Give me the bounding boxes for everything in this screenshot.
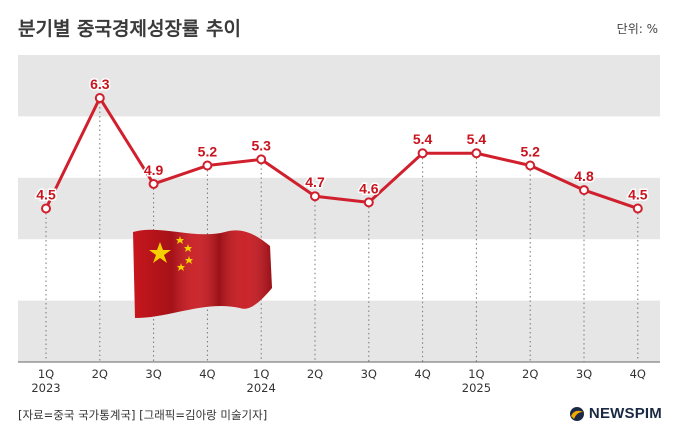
vertical-guides <box>45 97 639 362</box>
data-point <box>94 92 105 103</box>
data-label: 5.3 <box>251 137 271 153</box>
data-point <box>632 203 643 214</box>
x-year-label: 2024 <box>247 381 276 395</box>
x-tick-label: 2Q <box>522 367 538 381</box>
data-point <box>417 148 428 159</box>
data-point <box>363 197 374 208</box>
data-points <box>41 92 643 214</box>
source-credit: [자료=중국 국가통계국] [그래픽=김아랑 미술기자] <box>18 408 268 422</box>
data-label: 5.2 <box>520 144 540 160</box>
x-tick-label: 1Q <box>38 367 54 381</box>
data-label: 5.4 <box>467 131 487 147</box>
data-label: 5.2 <box>198 144 218 160</box>
background-band <box>18 300 660 362</box>
background-band <box>18 177 660 240</box>
line-chart: 4.56.34.95.2 5.34.7 4.65.4 5.45.24.84.5 1Q 2… <box>18 55 660 395</box>
data-label: 4.7 <box>305 174 325 190</box>
x-year-label: 2023 <box>31 381 60 395</box>
x-tick-label: 4Q <box>414 367 430 381</box>
x-tick-label: 1Q <box>253 367 269 381</box>
x-axis-labels: 1Q 2Q 3Q 4Q 1Q 2Q 3Q 4Q 1Q 2Q 3Q 4Q 2023 2024 2025 <box>31 367 646 395</box>
data-point <box>579 185 589 196</box>
data-label: 5.4 <box>413 131 433 147</box>
x-tick-label: 4Q <box>199 367 215 381</box>
data-point <box>202 160 213 171</box>
data-label: 4.8 <box>574 168 594 184</box>
data-point <box>310 191 320 202</box>
growth-rate-line <box>44 96 639 210</box>
data-point <box>148 178 159 189</box>
x-tick-label: 2Q <box>92 367 108 381</box>
x-tick-label: 2Q <box>307 367 323 381</box>
data-label: 4.6 <box>359 180 379 196</box>
data-point <box>525 160 536 171</box>
data-label: 4.9 <box>144 162 164 178</box>
data-point <box>256 154 267 165</box>
brand-name: NEWSPIM <box>588 405 662 422</box>
background-bands <box>18 55 660 362</box>
data-labels: 4.5 6.3 4.9 5.2 5.3 4.7 4.6 5.4 5.4 5.2 4.8 4.5 <box>35 74 649 204</box>
data-point <box>471 148 482 159</box>
x-tick-label: 1Q <box>468 367 484 381</box>
data-label: 4.5 <box>628 187 648 203</box>
x-tick-label: 3Q <box>145 367 161 381</box>
data-point <box>41 203 51 214</box>
brand-logo: NEWSPIM <box>569 405 662 422</box>
chart-title: 분기별 중국경제성장률 추이 <box>18 18 241 40</box>
newspim-logo-icon <box>569 406 584 421</box>
background-band <box>18 55 660 117</box>
x-tick-label: 3Q <box>361 367 377 381</box>
data-label: 4.5 <box>36 187 56 203</box>
china-flag-illustration <box>133 229 272 318</box>
data-label: 6.3 <box>90 76 110 92</box>
unit-label: 단위: % <box>616 22 658 36</box>
x-year-label: 2025 <box>462 381 491 395</box>
x-tick-label: 3Q <box>576 367 592 381</box>
x-tick-label: 4Q <box>630 367 646 381</box>
